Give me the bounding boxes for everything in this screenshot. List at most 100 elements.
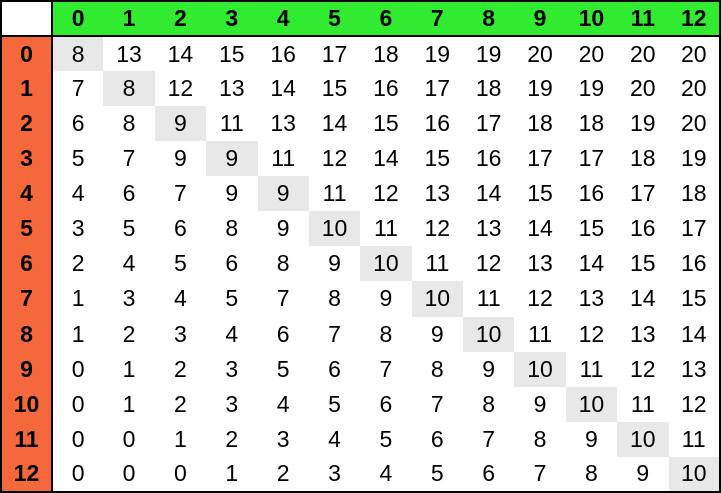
corner-cell <box>1 1 53 37</box>
matrix-cell: 12 <box>668 386 720 422</box>
matrix-cell-diagonal: 10 <box>617 421 669 457</box>
matrix-cell: 5 <box>257 351 309 387</box>
matrix-cell: 14 <box>360 141 412 177</box>
matrix-cell: 15 <box>514 176 566 212</box>
matrix-cell-diagonal: 10 <box>360 246 412 282</box>
matrix-cell: 6 <box>308 351 361 387</box>
matrix-cell: 6 <box>206 246 258 282</box>
matrix-cell: 2 <box>154 386 207 422</box>
matrix-cell: 8 <box>411 351 463 387</box>
matrix-cell: 1 <box>154 421 207 457</box>
matrix-cell: 8 <box>103 106 155 142</box>
matrix-cell: 6 <box>411 421 463 457</box>
matrix-cell: 12 <box>514 281 566 317</box>
matrix-cell: 2 <box>103 316 155 352</box>
matrix-cell: 9 <box>411 316 463 352</box>
table-row-12: 12 0 0 0 1 2 3 4 5 6 7 8 9 10 <box>1 456 720 492</box>
matrix-cell: 1 <box>52 316 104 352</box>
matrix-cell-diagonal: 10 <box>411 281 463 317</box>
matrix-cell: 5 <box>154 246 207 282</box>
matrix-cell: 18 <box>617 141 669 177</box>
matrix-cell: 19 <box>411 36 463 72</box>
row-header-0: 0 <box>1 36 53 72</box>
matrix-cell: 11 <box>668 421 720 457</box>
matrix-cell: 18 <box>668 176 720 212</box>
matrix-cell: 2 <box>154 351 207 387</box>
matrix-cell: 7 <box>308 316 361 352</box>
matrix-cell: 11 <box>257 141 309 177</box>
matrix-cell: 4 <box>52 176 104 212</box>
matrix-cell: 17 <box>565 141 618 177</box>
matrix-cell: 0 <box>52 386 104 422</box>
matrix-cell: 3 <box>257 421 309 457</box>
header-row: 0 1 2 3 4 5 6 7 8 9 10 11 12 <box>1 1 720 37</box>
row-header-3: 3 <box>1 141 53 177</box>
matrix-cell: 14 <box>514 211 566 247</box>
column-header-0: 0 <box>52 1 104 37</box>
matrix-cell: 3 <box>206 351 258 387</box>
table-body: 0 8 13 14 15 16 17 18 19 19 20 20 20 20 1 7 8 12 13 14 15 16 1… <box>1 36 720 492</box>
matrix-cell: 19 <box>463 36 515 72</box>
matrix-cell: 16 <box>565 176 618 212</box>
matrix-cell: 9 <box>463 351 515 387</box>
matrix-cell: 13 <box>514 246 566 282</box>
matrix-cell: 17 <box>411 71 463 107</box>
matrix-cell: 14 <box>668 316 720 352</box>
matrix-cell: 9 <box>308 246 361 282</box>
matrix-cell: 16 <box>257 36 309 72</box>
matrix-cell: 11 <box>565 351 618 387</box>
matrix-cell: 0 <box>52 351 104 387</box>
matrix-cell: 14 <box>617 281 669 317</box>
column-header-10: 10 <box>565 1 618 37</box>
matrix-cell: 4 <box>154 281 207 317</box>
matrix-cell-diagonal: 9 <box>257 176 309 212</box>
matrix-cell: 12 <box>617 351 669 387</box>
matrix-cell: 13 <box>668 351 720 387</box>
column-header-5: 5 <box>308 1 361 37</box>
column-header-12: 12 <box>668 1 720 37</box>
matrix-cell: 4 <box>103 246 155 282</box>
matrix-cell: 9 <box>565 421 618 457</box>
row-header-11: 11 <box>1 421 53 457</box>
matrix-cell: 0 <box>52 456 104 492</box>
row-header-2: 2 <box>1 106 53 142</box>
matrix-cell: 12 <box>360 176 412 212</box>
table-row-7: 7 1 3 4 5 7 8 9 10 11 12 13 14 15 <box>1 281 720 317</box>
matrix-cell: 20 <box>514 36 566 72</box>
matrix-cell: 9 <box>206 176 258 212</box>
matrix-cell: 5 <box>103 211 155 247</box>
matrix-cell: 8 <box>206 211 258 247</box>
row-header-10: 10 <box>1 386 53 422</box>
matrix-cell: 14 <box>463 176 515 212</box>
matrix-cell: 6 <box>257 316 309 352</box>
matrix-cell: 2 <box>206 421 258 457</box>
matrix-cell: 14 <box>565 246 618 282</box>
row-header-1: 1 <box>1 71 53 107</box>
matrix-cell: 15 <box>411 141 463 177</box>
column-header-9: 9 <box>514 1 566 37</box>
matrix-cell: 6 <box>360 386 412 422</box>
matrix-cell: 0 <box>103 456 155 492</box>
matrix-cell: 9 <box>360 281 412 317</box>
table-row-2: 2 6 8 9 11 13 14 15 16 17 18 18 19 20 <box>1 106 720 142</box>
matrix-cell: 0 <box>52 421 104 457</box>
matrix-cell: 18 <box>565 106 618 142</box>
table-row-4: 4 4 6 7 9 9 11 12 13 14 15 16 17 18 <box>1 176 720 212</box>
matrix-cell: 5 <box>52 141 104 177</box>
matrix-cell: 7 <box>514 456 566 492</box>
matrix-cell: 11 <box>206 106 258 142</box>
matrix-cell: 2 <box>257 456 309 492</box>
matrix-cell: 15 <box>308 71 361 107</box>
table-row-10: 10 0 1 2 3 4 5 6 7 8 9 10 11 12 <box>1 386 720 422</box>
matrix-cell: 12 <box>565 316 618 352</box>
matrix-cell-diagonal: 9 <box>206 141 258 177</box>
matrix-cell: 8 <box>565 456 618 492</box>
matrix-cell: 4 <box>206 316 258 352</box>
matrix-cell-diagonal: 10 <box>514 351 566 387</box>
matrix-cell: 8 <box>257 246 309 282</box>
table-row-9: 9 0 1 2 3 5 6 7 8 9 10 11 12 13 <box>1 351 720 387</box>
row-header-6: 6 <box>1 246 53 282</box>
matrix-cell: 8 <box>308 281 361 317</box>
